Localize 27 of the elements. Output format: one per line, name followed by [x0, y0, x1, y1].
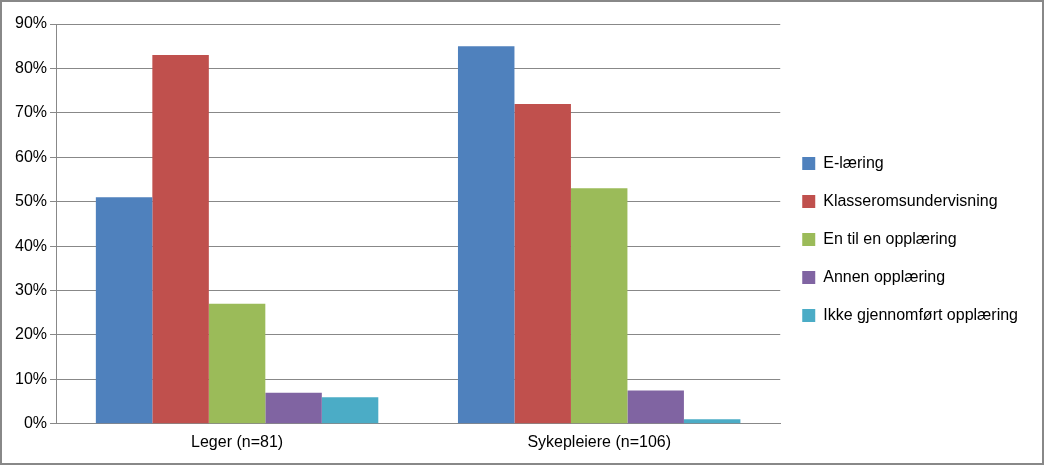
- bar: [570, 188, 628, 424]
- y-tick-label: 50%: [14, 192, 48, 210]
- y-tick-label: 20%: [14, 325, 48, 343]
- bar: [208, 303, 266, 424]
- bar: [514, 103, 571, 424]
- x-tick-label: Leger (n=81): [191, 432, 284, 450]
- y-tick-label: 60%: [14, 147, 48, 165]
- bar: [457, 46, 515, 424]
- y-tick-label: 40%: [14, 236, 48, 254]
- bar: [627, 390, 684, 424]
- y-tick-label: 30%: [14, 280, 48, 298]
- bar: [152, 55, 209, 424]
- legend-label: En til en opplæring: [823, 229, 957, 247]
- legend-label: E-læring: [823, 153, 884, 171]
- bar: [265, 392, 322, 424]
- y-tick-label: 10%: [14, 369, 48, 387]
- bar: [95, 197, 153, 424]
- y-tick-label: 0%: [23, 414, 48, 432]
- bar: [321, 397, 379, 424]
- legend-label: Annen opplæring: [823, 267, 946, 285]
- y-tick-label: 70%: [14, 103, 48, 121]
- legend-label: Ikke gjennomført opplæring: [823, 305, 1019, 323]
- legend-label: Klasseromsundervisning: [823, 191, 998, 209]
- y-tick-label: 80%: [14, 58, 48, 76]
- bar: [683, 419, 741, 424]
- y-tick-label: 90%: [14, 14, 48, 32]
- x-tick-label: Sykepleiere (n=106): [527, 432, 672, 450]
